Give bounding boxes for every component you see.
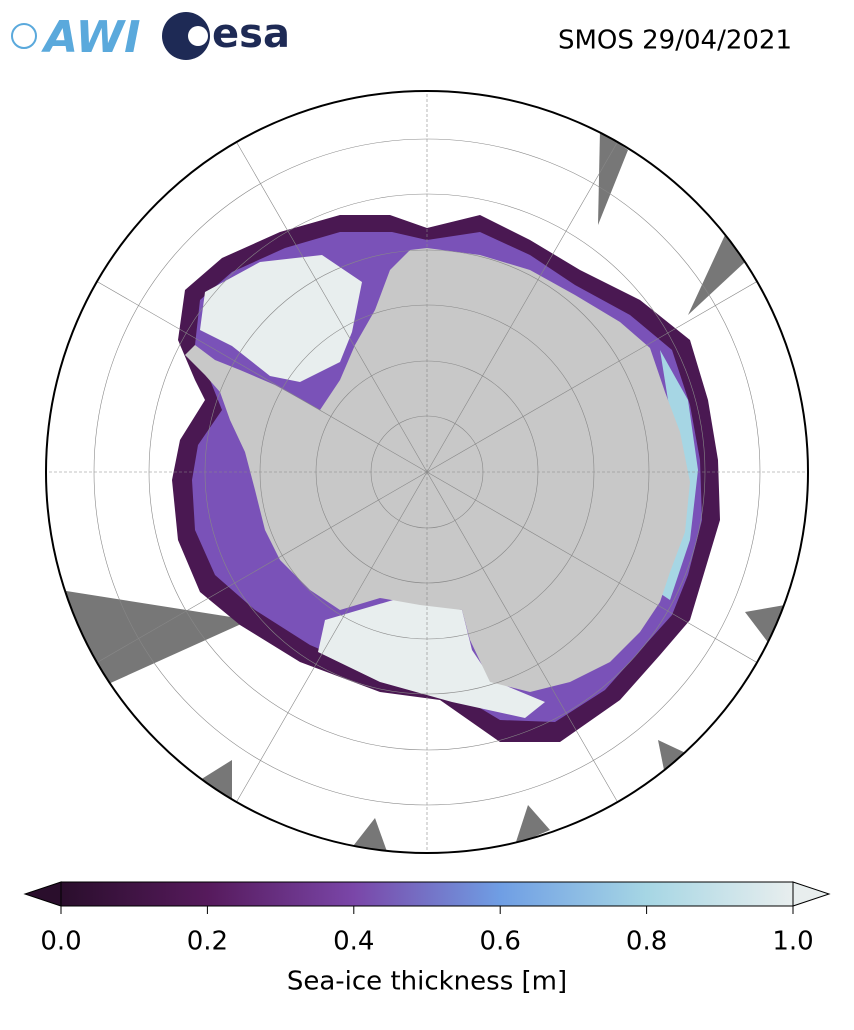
thick-ice-ross [318,598,545,718]
thick-ice-east [655,350,698,600]
thick-ice-weddell [200,255,362,382]
colorbar-tick-label: 1.0 [772,927,813,957]
colorbar-extension-high [792,881,831,907]
colorbar-tick-label: 0.4 [333,927,374,957]
esa-logo: esa [162,11,290,60]
awi-logo-text: AWI [41,12,141,63]
colorbar-tick-label: 0.8 [626,927,667,957]
colorbar-tick-label: 0.2 [187,927,228,957]
colorbar-label: Sea-ice thickness [m] [287,967,567,997]
colorbar-tick-label: 0.0 [40,927,81,957]
awi-logo: AWI [11,12,141,63]
map-frame [45,90,809,854]
colorbar-ramp [61,882,793,906]
antarctica [185,248,690,692]
colorbar-tick-label: 0.6 [480,927,521,957]
graticule [46,91,808,853]
esa-logo-text: esa [212,11,290,57]
colorbar-extension-low [23,881,62,907]
colorbar: 0.0 0.2 0.4 0.6 0.8 1.0 Sea-ice thickness [m] [23,881,831,997]
data-gaps [60,130,785,853]
map [46,91,808,853]
colorbar-frame [60,881,794,907]
title: SMOS 29/04/2021 [558,26,792,56]
